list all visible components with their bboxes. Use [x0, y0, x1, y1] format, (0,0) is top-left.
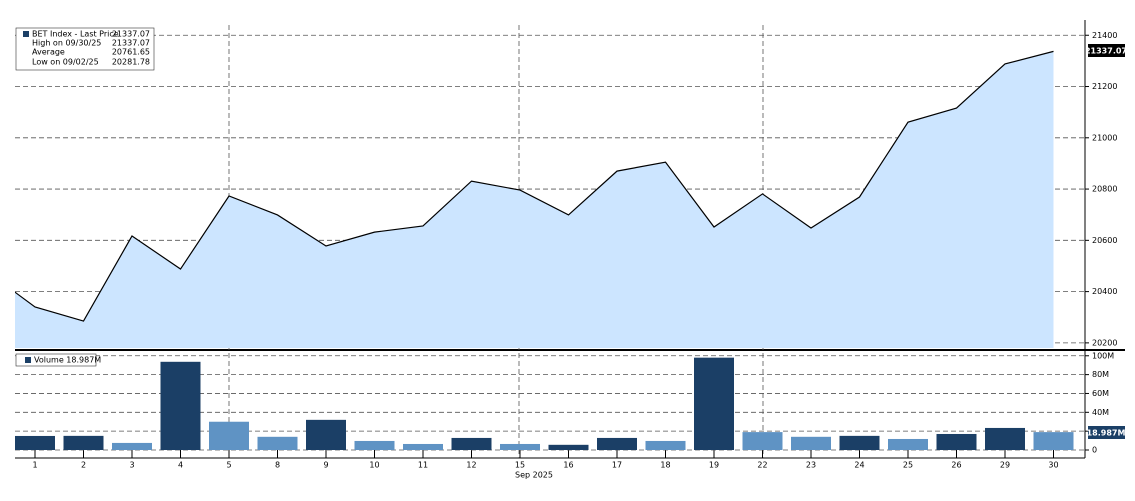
x-tick-label: 5 — [226, 461, 231, 470]
bar — [403, 443, 443, 450]
bar — [500, 443, 540, 450]
y-tick-label: 21400 — [1092, 31, 1117, 40]
last-volume-label: 18.987M — [1087, 429, 1126, 438]
legend-label: Average — [32, 48, 65, 57]
legend-label: High on 09/30/25 — [32, 39, 101, 48]
last-volume-tag — [1088, 426, 1125, 439]
volume-legend: Volume 18.987M — [15, 353, 101, 367]
x-tick-label: 15 — [515, 461, 525, 470]
bar — [63, 435, 104, 450]
y-tick-label: 0 — [1092, 446, 1097, 455]
bar — [839, 435, 880, 450]
bar — [451, 437, 492, 450]
y-tick-label: 20600 — [1092, 236, 1117, 245]
y-tick-label: 20800 — [1092, 185, 1117, 194]
bar — [257, 436, 298, 450]
bar — [160, 361, 201, 450]
area — [15, 51, 1054, 348]
x-tick-label: 10 — [369, 461, 379, 470]
legend-value: 20281.78 — [112, 58, 150, 67]
legend-value: 21337.07 — [112, 30, 150, 39]
y-tick-label: 40M — [1092, 408, 1109, 417]
last-price-label: 21337.07 — [1085, 47, 1127, 56]
y-tick-label: 80M — [1092, 370, 1109, 379]
bar — [548, 444, 589, 450]
legend-swatch — [25, 357, 31, 363]
bar — [306, 419, 346, 450]
y-tick-label: 100M — [1092, 351, 1114, 360]
x-tick-label: 24 — [854, 461, 864, 470]
y-tick-label: 20400 — [1092, 287, 1117, 296]
x-tick-label: 16 — [563, 461, 573, 470]
x-tick-label: 4 — [178, 461, 183, 470]
line — [15, 50, 1054, 322]
bar — [888, 438, 928, 450]
x-tick-label: 2 — [81, 461, 86, 470]
bar — [985, 427, 1025, 450]
bar — [791, 436, 831, 450]
x-tick-label: 25 — [903, 461, 913, 470]
x-tick-label: 8 — [275, 461, 280, 470]
price-series — [15, 50, 1054, 348]
y-tick-label: 21000 — [1092, 133, 1117, 142]
x-tick-label: 12 — [466, 461, 476, 470]
x-tick-label: 1 — [32, 461, 37, 470]
legend-label: Volume 18.987M — [34, 356, 101, 365]
bar — [112, 442, 152, 450]
legend-swatch — [23, 31, 29, 37]
x-tick-label: 3 — [129, 461, 134, 470]
bar — [209, 421, 249, 450]
y-tick-label: 21200 — [1092, 82, 1117, 91]
legend-box — [15, 27, 155, 71]
last-price-tag — [1088, 44, 1125, 57]
bar — [1033, 432, 1074, 450]
y-tick-label: 60M — [1092, 389, 1109, 398]
x-tick-label: 11 — [418, 461, 428, 470]
x-tick-label: 9 — [323, 461, 328, 470]
x-tick-label: 19 — [709, 461, 719, 470]
bar — [597, 437, 637, 450]
x-tick-label: 26 — [951, 461, 961, 470]
bar — [742, 432, 783, 450]
x-tick-label: 22 — [757, 461, 767, 470]
x-tick-label: 30 — [1048, 461, 1058, 470]
bar — [645, 440, 686, 450]
legend: BET Index - Last Price 21337.07 High on … — [15, 27, 155, 71]
bar — [936, 433, 977, 450]
legend-label: BET Index - Last Price — [32, 30, 119, 39]
bar — [354, 440, 395, 450]
legend-value: 21337.07 — [112, 39, 150, 48]
x-tick-label: 17 — [612, 461, 622, 470]
y-tick-label: 20200 — [1092, 338, 1117, 347]
x-axis-label: Sep 2025 — [515, 471, 553, 480]
x-tick-label: 23 — [806, 461, 816, 470]
bar — [15, 435, 55, 450]
legend-value: 20761.65 — [112, 48, 150, 57]
legend-box — [15, 353, 97, 367]
x-tick-label: 18 — [660, 461, 670, 470]
bar — [694, 357, 734, 450]
x-tick-label: 29 — [1000, 461, 1010, 470]
legend-label: Low on 09/02/25 — [32, 58, 99, 67]
